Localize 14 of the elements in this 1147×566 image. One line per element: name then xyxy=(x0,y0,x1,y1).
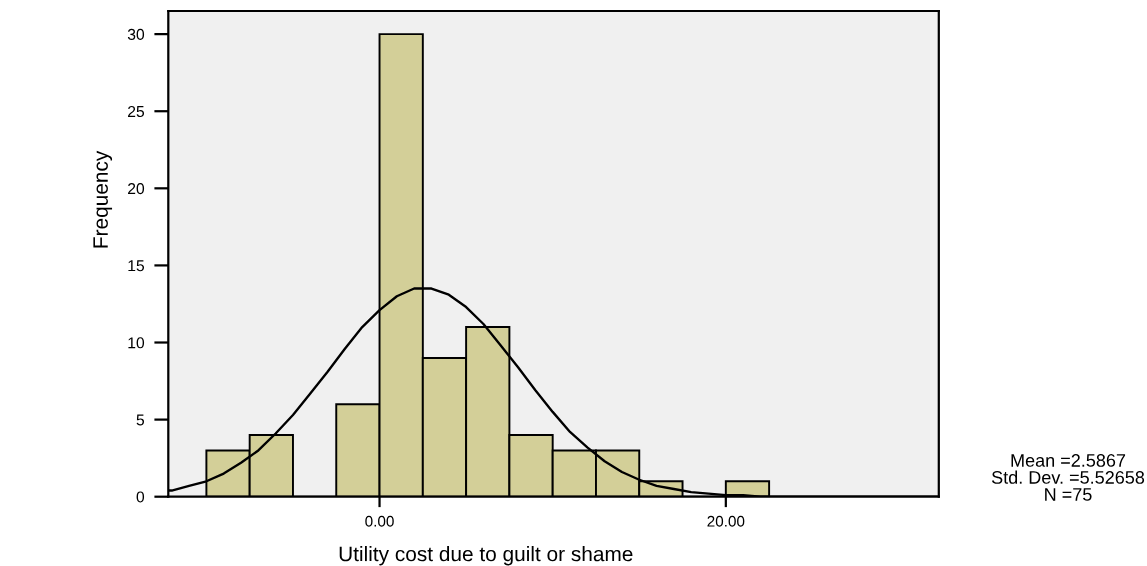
y-tick-label: 5 xyxy=(136,414,145,426)
text: N =75 xyxy=(1045,488,1092,501)
y-tick-label: 0 xyxy=(136,491,145,503)
x-tick-label: 0.00 xyxy=(365,515,394,527)
x-tick-label: 20.00 xyxy=(707,515,745,527)
text: Mean =2.5867 xyxy=(1011,454,1126,467)
x-axis-title: Utility cost due to guilt or shame xyxy=(339,546,633,566)
y-axis-title: Frequency xyxy=(93,150,113,248)
y-tick-label: 30 xyxy=(127,28,145,40)
y-tick-label: 15 xyxy=(128,260,145,272)
text: Std. Dev. =5.52658 xyxy=(991,470,1145,484)
y-tick-label: 20 xyxy=(128,183,145,195)
y-tick-label: 10 xyxy=(128,337,145,349)
y-tick-label: 25 xyxy=(128,105,145,118)
